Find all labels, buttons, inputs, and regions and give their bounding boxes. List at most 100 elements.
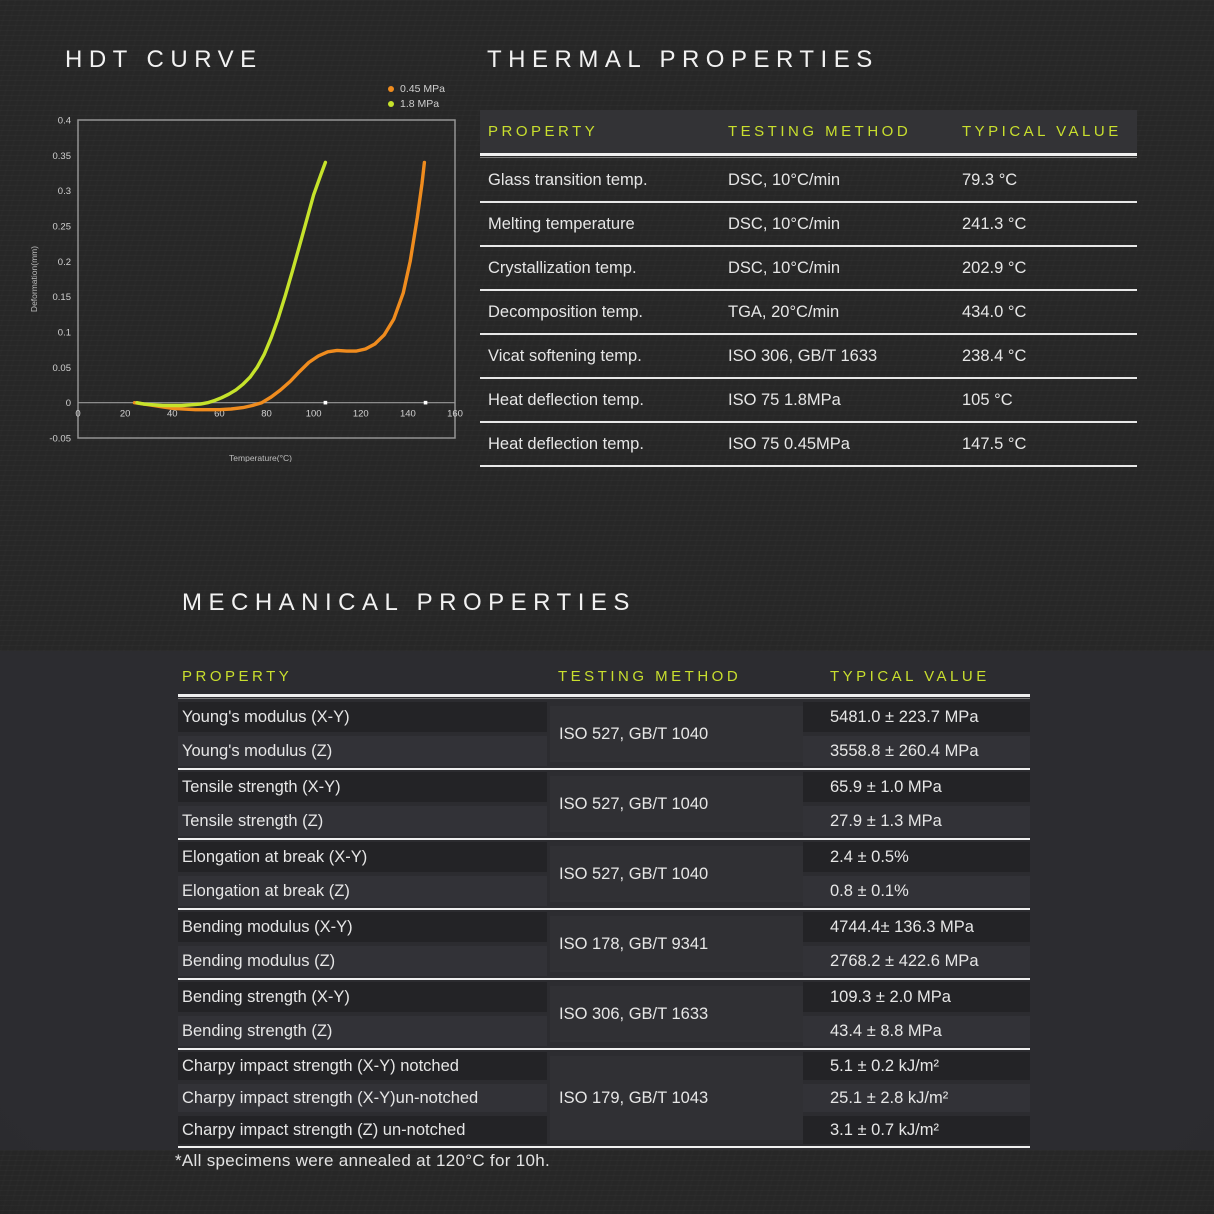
- value-cell: 5.1 ± 0.2 kJ/m²: [803, 1052, 1030, 1080]
- value-cell: 4744.4± 136.3 MPa: [803, 912, 1030, 942]
- table-row: Melting temperature DSC, 10°C/min 241.3 °C: [480, 203, 1137, 247]
- x-tick-label: 120: [353, 409, 369, 420]
- legend-label: 1.8 MPa: [400, 98, 440, 110]
- y-tick-label: 0.2: [58, 257, 71, 268]
- table-row: Decomposition temp. TGA, 20°C/min 434.0 °C: [480, 291, 1137, 335]
- property-cell: Heat deflection temp.: [488, 390, 644, 409]
- mechanical-properties-table: PROPERTY TESTING METHOD TYPICAL VALUE Youn…: [178, 658, 1030, 1148]
- mechanical-group: Bending modulus (X-Y) Bending modulus (Z)…: [178, 910, 1030, 980]
- property-cell: Heat deflection temp.: [488, 434, 644, 453]
- x-tick-label: 140: [400, 409, 416, 420]
- value-column: 5481.0 ± 223.7 MPa 3558.8 ± 260.4 MPa: [803, 702, 1030, 766]
- value-cell: 202.9 °C: [962, 258, 1027, 277]
- property-cell: Bending modulus (X-Y): [178, 912, 547, 942]
- value-cell: 109.3 ± 2.0 MPa: [803, 982, 1030, 1012]
- column-header: PROPERTY: [488, 123, 599, 140]
- method-cell: ISO 306, GB/T 1633: [550, 986, 803, 1042]
- hdt-point-marker: [323, 400, 328, 405]
- method-cell: DSC, 10°C/min: [728, 170, 841, 189]
- x-tick-label: 160: [447, 409, 463, 420]
- value-column: 4744.4± 136.3 MPa 2768.2 ± 422.6 MPa: [803, 912, 1030, 976]
- method-column: ISO 527, GB/T 1040: [550, 772, 803, 836]
- legend-item: 0.45 MPa: [388, 83, 445, 95]
- x-axis-label: Temperature(°C): [229, 453, 292, 462]
- hdt-curve-title: HDT CURVE: [65, 46, 263, 73]
- property-cell: Elongation at break (X-Y): [178, 842, 547, 872]
- property-cell: Tensile strength (Z): [178, 806, 547, 836]
- column-header: PROPERTY: [182, 667, 293, 685]
- mechanical-group: Elongation at break (X-Y) Elongation at b…: [178, 840, 1030, 910]
- table-row: Heat deflection temp. ISO 75 1.8MPa 105 °C: [480, 379, 1137, 423]
- thermal-rows: Glass transition temp. DSC, 10°C/min 79.3 …: [480, 159, 1137, 467]
- method-column: ISO 179, GB/T 1043: [550, 1052, 803, 1144]
- property-cell: Elongation at break (Z): [178, 876, 547, 906]
- y-tick-label: 0.35: [53, 151, 72, 162]
- property-column: Bending strength (X-Y) Bending strength (…: [178, 982, 550, 1046]
- header-divider: [480, 153, 1137, 159]
- method-cell: ISO 527, GB/T 1040: [550, 846, 803, 902]
- legend-item: 1.8 MPa: [388, 98, 445, 110]
- y-tick-label: 0.15: [53, 292, 72, 303]
- chart-frame: [77, 119, 456, 439]
- method-column: ISO 178, GB/T 9341: [550, 912, 803, 976]
- property-cell: Tensile strength (X-Y): [178, 772, 547, 802]
- x-tick-label: 100: [306, 409, 322, 420]
- legend-dot-icon: [388, 86, 394, 92]
- property-cell: Charpy impact strength (X-Y)un-notched: [178, 1084, 547, 1112]
- mechanical-properties-title: MECHANICAL PROPERTIES: [182, 589, 636, 616]
- y-tick-label: 0.25: [53, 222, 72, 233]
- mechanical-group: Tensile strength (X-Y) Tensile strength (…: [178, 770, 1030, 840]
- property-cell: Young's modulus (Z): [178, 736, 547, 766]
- mechanical-group: Bending strength (X-Y) Bending strength (…: [178, 980, 1030, 1050]
- method-cell: ISO 179, GB/T 1043: [550, 1056, 803, 1140]
- method-column: ISO 306, GB/T 1633: [550, 982, 803, 1046]
- method-cell: ISO 306, GB/T 1633: [728, 346, 878, 365]
- property-cell: Bending strength (X-Y): [178, 982, 547, 1012]
- value-cell: 25.1 ± 2.8 kJ/m²: [803, 1084, 1030, 1112]
- value-column: 109.3 ± 2.0 MPa 43.4 ± 8.8 MPa: [803, 982, 1030, 1046]
- table-row: Vicat softening temp. ISO 306, GB/T 1633 2…: [480, 335, 1137, 379]
- mechanical-group: Young's modulus (X-Y) Young's modulus (Z)…: [178, 700, 1030, 770]
- hdt-curve-chart: 0.4 0.35 0.3 0.25 0.2 0.15 0.1 0.05 0 -0.05 0 20 40 6…: [29, 116, 463, 463]
- mechanical-group: Charpy impact strength (X-Y) notched Char…: [178, 1050, 1030, 1148]
- value-column: 5.1 ± 0.2 kJ/m² 25.1 ± 2.8 kJ/m² 3.1 ± 0.7…: [803, 1052, 1030, 1144]
- property-cell: Crystallization temp.: [488, 258, 637, 277]
- value-cell: 65.9 ± 1.0 MPa: [803, 772, 1030, 802]
- x-tick-label: 60: [214, 409, 225, 420]
- hdt-point-marker: [423, 400, 428, 405]
- property-cell: Vicat softening temp.: [488, 346, 642, 365]
- y-tick-label: 0.4: [58, 116, 71, 127]
- value-cell: 2768.2 ± 422.6 MPa: [803, 946, 1030, 976]
- value-column: 2.4 ± 0.5% 0.8 ± 0.1%: [803, 842, 1030, 906]
- value-cell: 79.3 °C: [962, 170, 1018, 189]
- y-axis-label: Deformation(mm): [29, 246, 39, 312]
- property-cell: Charpy impact strength (X-Y) notched: [178, 1052, 547, 1080]
- table-row: Heat deflection temp. ISO 75 0.45MPa 147.5…: [480, 423, 1137, 467]
- column-header: TYPICAL VALUE: [962, 123, 1122, 140]
- value-cell: 241.3 °C: [962, 214, 1027, 233]
- column-header: TESTING METHOD: [558, 667, 742, 685]
- thermal-properties-table: PROPERTY TESTING METHOD TYPICAL VALUE Glas…: [480, 110, 1137, 467]
- thermal-properties-title: THERMAL PROPERTIES: [487, 46, 879, 73]
- thermal-header-row: PROPERTY TESTING METHOD TYPICAL VALUE: [480, 110, 1137, 153]
- value-cell: 147.5 °C: [962, 434, 1027, 453]
- table-row: Crystallization temp. DSC, 10°C/min 202.9 …: [480, 247, 1137, 291]
- y-tick-label: 0.05: [53, 363, 72, 374]
- column-header: TESTING METHOD: [728, 123, 912, 140]
- method-cell: ISO 75 0.45MPa: [728, 434, 850, 453]
- property-column: Charpy impact strength (X-Y) notched Char…: [178, 1052, 550, 1144]
- property-column: Young's modulus (X-Y) Young's modulus (Z): [178, 702, 550, 766]
- curve-0.45-mpa: [132, 160, 427, 412]
- property-cell: Bending modulus (Z): [178, 946, 547, 976]
- y-tick-label: 0.1: [58, 328, 71, 339]
- value-cell: 2.4 ± 0.5%: [803, 842, 1030, 872]
- method-cell: ISO 527, GB/T 1040: [550, 776, 803, 832]
- property-cell: Bending strength (Z): [178, 1016, 547, 1046]
- header-divider: [178, 694, 1030, 700]
- method-cell: DSC, 10°C/min: [728, 214, 841, 233]
- value-cell: 43.4 ± 8.8 MPa: [803, 1016, 1030, 1046]
- footnote: *All specimens were annealed at 120°C fo…: [175, 1151, 550, 1170]
- value-cell: 434.0 °C: [962, 302, 1027, 321]
- x-tick-label: 0: [75, 409, 80, 420]
